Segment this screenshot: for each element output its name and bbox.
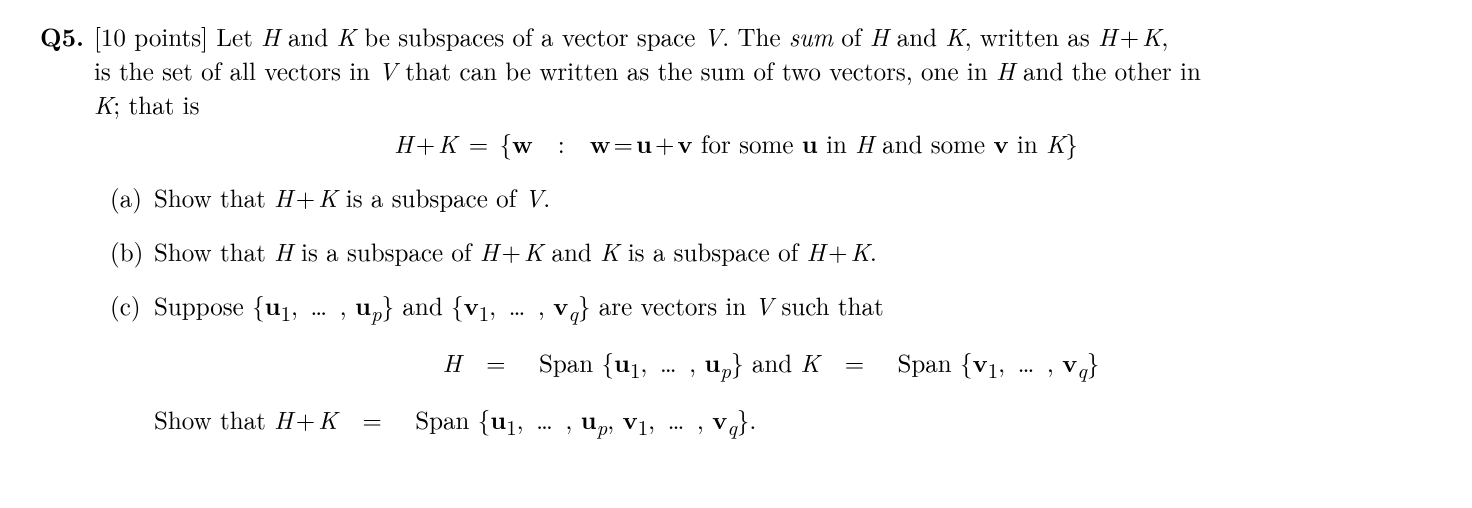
set-definition: H+K = {w : w=u+v for some u in H and som… bbox=[40, 127, 1432, 161]
question-page: Q5. [10 points] Let H and K be subspaces… bbox=[0, 0, 1472, 508]
part-b-label: (b) bbox=[110, 235, 154, 269]
part-c: (c) Suppose {u1, … , up} and {v1, … , vq… bbox=[110, 289, 1432, 328]
part-b: (b) Show that H is a subspace of H+K and… bbox=[110, 235, 1432, 269]
question-label: Q5. bbox=[40, 20, 94, 54]
part-b-body: Show that H is a subspace of H+K and K i… bbox=[154, 235, 1432, 269]
part-c-span-line: H = Span {u1, … , up} and K = Span {v1, … bbox=[110, 346, 1432, 385]
part-a-label: (a) bbox=[110, 181, 154, 215]
part-c-label: (c) bbox=[110, 289, 154, 323]
part-a: (a) Show that H+K is a subspace of V. bbox=[110, 181, 1432, 215]
points-text: [10 points] bbox=[94, 19, 208, 54]
parts-container: (a) Show that H+K is a subspace of V. (b… bbox=[40, 181, 1432, 442]
question-header-row: Q5. [10 points] Let H and K be subspaces… bbox=[40, 20, 1432, 121]
part-c-body: Suppose {u1, … , up} and {v1, … , vq} ar… bbox=[154, 289, 1432, 328]
part-c-conclusion: Show that H+K = Span {u1, … , up, v1, … … bbox=[110, 403, 1432, 442]
part-a-body: Show that H+K is a subspace of V. bbox=[154, 181, 1432, 215]
question-intro: [10 points] Let H and K be subspaces of … bbox=[94, 20, 1432, 121]
